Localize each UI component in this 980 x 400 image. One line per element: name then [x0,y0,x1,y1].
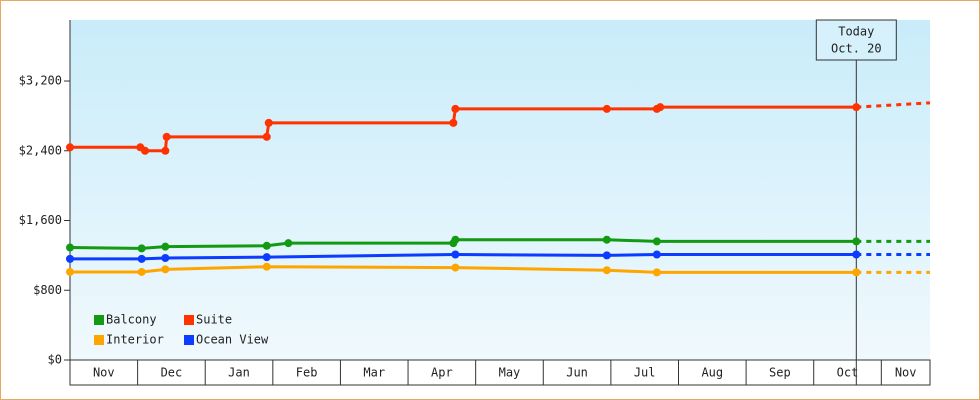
x-tick-label: Nov [93,366,115,380]
point [852,237,861,246]
legend-swatch [94,335,104,345]
point [262,132,271,141]
point [137,267,146,276]
point [141,146,150,155]
point [451,104,460,113]
y-tick-label: $1,600 [19,213,62,227]
point [262,262,271,271]
point [66,143,74,152]
point [137,254,146,263]
point [284,239,293,248]
legend-label: Interior [106,333,164,347]
x-tick-label: Aug [701,366,723,380]
point [602,266,611,275]
point [602,235,611,244]
legend-swatch [184,335,194,345]
point [652,250,661,259]
x-tick-label: Apr [431,366,453,380]
plot-area [70,20,930,360]
x-axis-band [69,359,931,386]
point [66,254,74,263]
x-tick-label: Jul [634,366,656,380]
x-tick-label: Mar [363,366,385,380]
point [656,103,665,112]
legend-label: Ocean View [196,333,269,347]
point [602,251,611,260]
point [451,235,460,244]
point [262,253,271,262]
forecast-line [856,101,931,109]
point [852,103,861,112]
today-label: Today [838,25,874,39]
x-tick-label: Sep [769,366,791,380]
legend-swatch [184,315,194,325]
point [161,146,170,155]
point [451,250,460,259]
series-line [69,238,857,250]
point [161,265,170,274]
layer: $0 $800 $1,600 $2,400 $3,200 Nov Dec Jan Feb Mar A… [19,19,931,385]
point [449,118,458,127]
legend-swatch [94,315,104,325]
x-tick-label: Feb [296,366,318,380]
x-tick-label: Nov [895,366,917,380]
point [66,267,74,276]
point [652,237,661,246]
point [602,104,611,113]
y-tick-label: $0 [48,353,62,367]
y-tick-label: $3,200 [19,74,62,88]
y-tick-label: $800 [33,283,62,297]
x-tick-label: May [499,366,521,380]
point [264,118,273,127]
point [852,250,861,259]
today-box [815,19,897,61]
point [161,254,170,262]
point [137,244,146,253]
y-tick-label: $2,400 [19,143,62,157]
x-tick-label: Jan [228,366,250,380]
point [161,242,170,251]
x-tick-label: Jun [566,366,588,380]
x-tick-label: Dec [161,366,183,380]
point [451,263,460,272]
legend-label: Suite [196,313,232,327]
point [66,243,74,252]
point [652,268,661,277]
point [262,241,271,250]
today-label: Oct. 20 [831,42,882,56]
point [162,132,171,141]
legend-label: Balcony [106,313,157,327]
point [852,268,861,277]
x-tick-label: Oct [837,366,859,380]
